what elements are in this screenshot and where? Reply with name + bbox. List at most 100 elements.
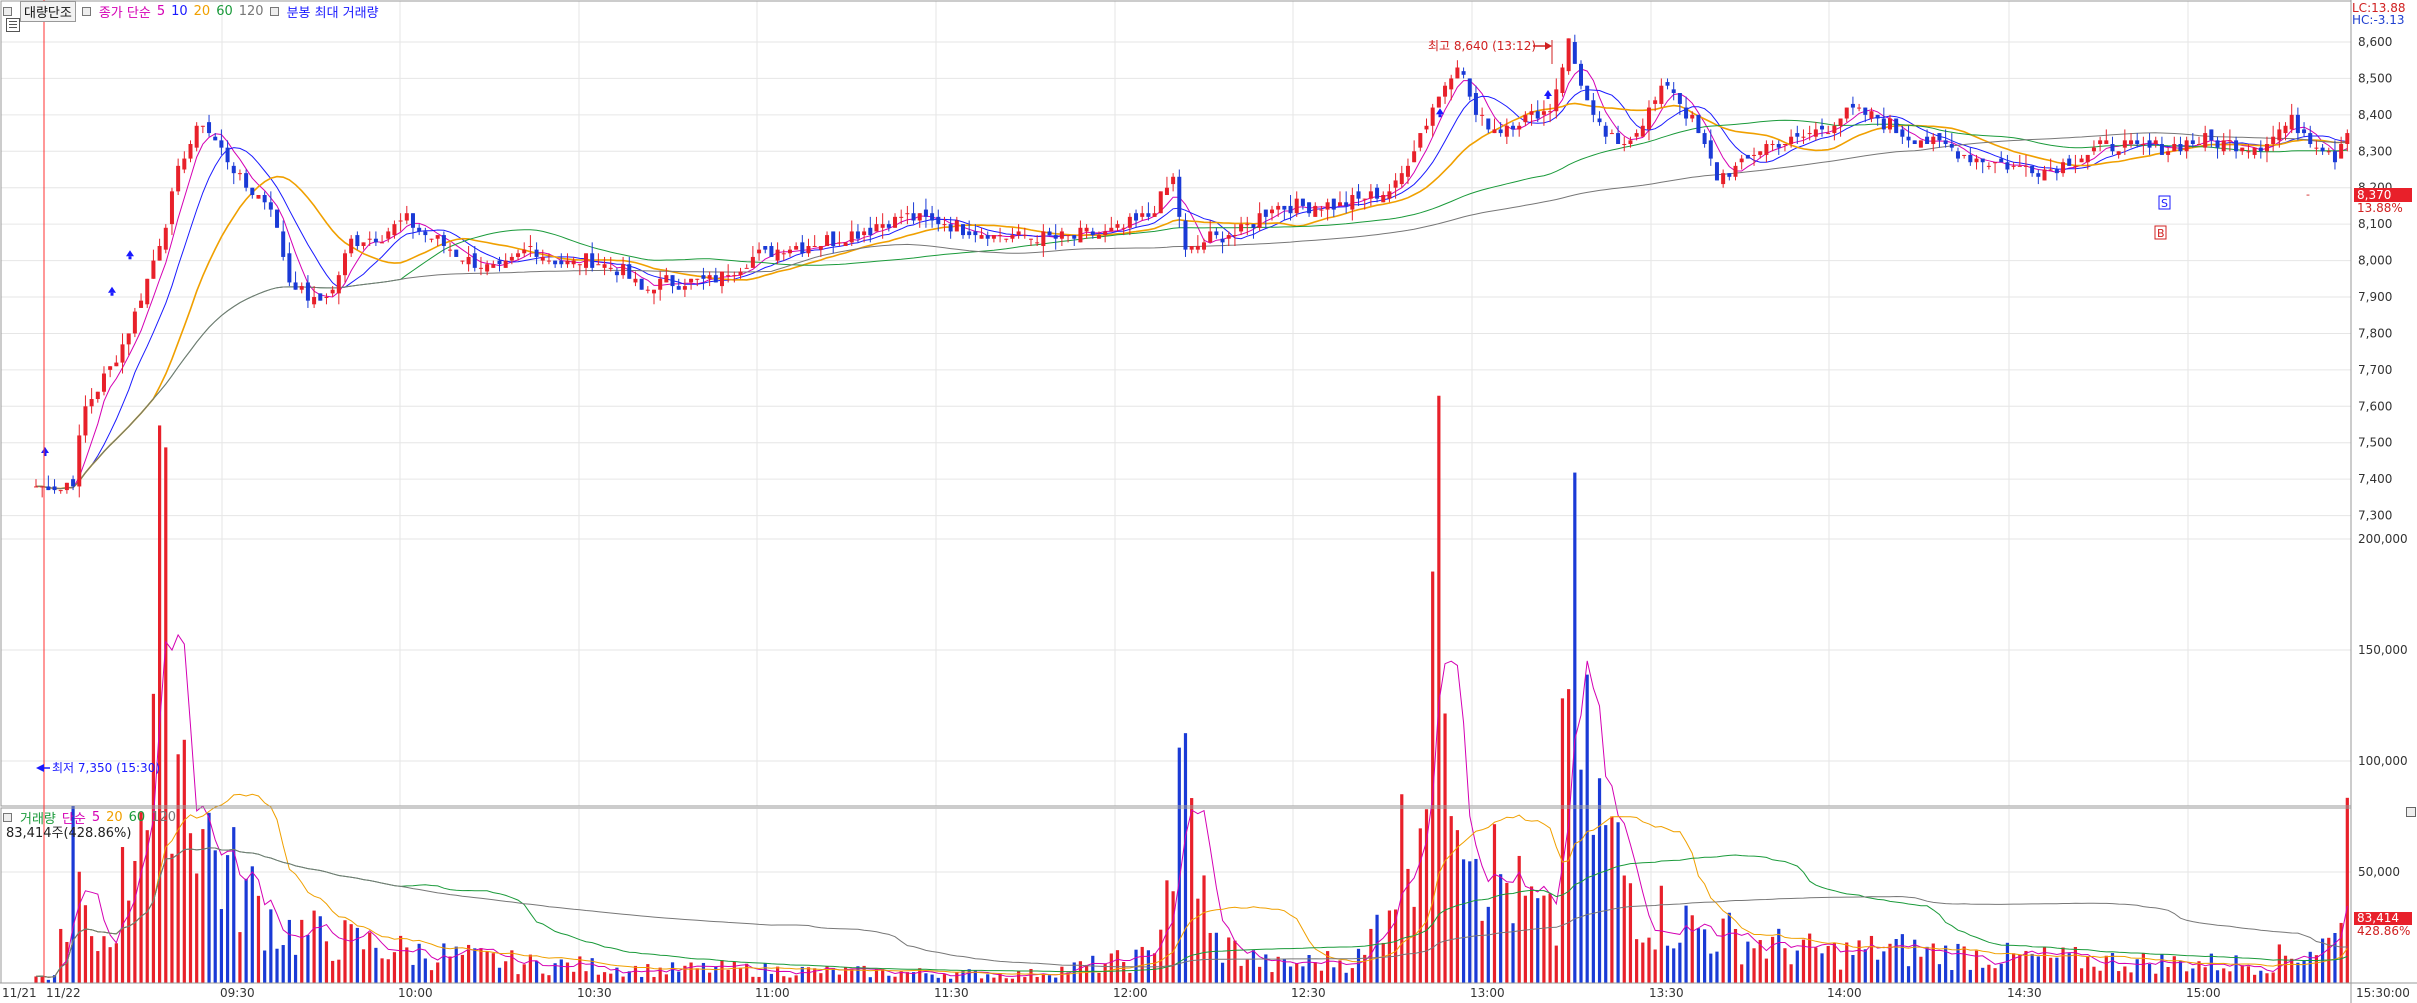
volume-bar — [281, 945, 285, 983]
volume-legend: 거래량 단순 5 20 60 120 — [3, 808, 176, 827]
candle-body — [83, 406, 88, 436]
candle-body — [732, 275, 737, 277]
candle-body — [818, 246, 823, 250]
candle-body — [194, 125, 199, 148]
volume-bar — [683, 965, 687, 983]
volume-bar — [1906, 966, 1911, 983]
candle-body — [1820, 125, 1825, 130]
volume-bar — [120, 847, 125, 983]
volume-bar — [1338, 960, 1342, 983]
candle-body — [2209, 129, 2214, 141]
chart-tool-icon[interactable] — [6, 18, 20, 32]
candle-body — [1727, 173, 1732, 177]
candle-body — [1183, 220, 1188, 250]
volume-bar — [34, 976, 38, 983]
candle-body — [448, 249, 453, 251]
candle-body — [942, 224, 947, 226]
candle-body — [923, 209, 928, 217]
candle-body — [2042, 169, 2047, 181]
volume-bar — [1220, 962, 1225, 983]
volume-bar — [1801, 939, 1806, 983]
current-price-value: 8,370 — [2357, 188, 2391, 202]
candle-body — [237, 173, 242, 175]
candle-body — [2264, 144, 2269, 152]
candle-body — [800, 242, 805, 254]
collapse-toggle-icon[interactable] — [3, 7, 12, 16]
volume-panel-toggle-icon[interactable] — [2406, 807, 2416, 817]
volume-bar — [565, 962, 570, 983]
candle-body — [652, 289, 656, 294]
candle-body — [1541, 111, 1546, 115]
volume-bar — [1375, 914, 1379, 983]
candle-body — [1325, 202, 1330, 210]
volume-bar — [776, 966, 780, 983]
candle-body — [2215, 140, 2220, 148]
candle-body — [58, 490, 63, 492]
volume-bar — [1394, 909, 1398, 983]
candle-body — [281, 231, 286, 257]
candle-body — [1931, 136, 1936, 145]
candle-body — [1566, 38, 1571, 72]
volume-bar — [374, 947, 378, 983]
candle-body — [1078, 227, 1083, 243]
candle-body — [509, 256, 514, 261]
price-tick-label: 7,300 — [2358, 509, 2392, 523]
volume-bar — [918, 968, 922, 983]
candle-body — [1251, 224, 1256, 228]
volume-bar — [794, 975, 798, 983]
candle-body — [343, 253, 347, 276]
stock-name[interactable]: 대량단조 — [20, 1, 76, 22]
volume-bar — [256, 895, 261, 983]
volume-bar — [2290, 958, 2294, 983]
candle-body — [2271, 136, 2276, 145]
price-tick-label: 7,500 — [2358, 436, 2392, 450]
candle-body — [1418, 133, 1423, 148]
candle-body — [1918, 140, 1923, 148]
candle-body — [719, 271, 724, 287]
candle-body — [868, 227, 873, 236]
candle-body — [423, 231, 428, 236]
max-volume-toggle-icon[interactable] — [269, 7, 279, 16]
volume-bar — [856, 966, 860, 983]
candle-body — [163, 227, 168, 250]
volume-bar — [1777, 928, 1781, 983]
candle-body — [1875, 114, 1880, 119]
volume-toggle-icon[interactable] — [3, 813, 12, 822]
volume-bar — [1579, 769, 1583, 983]
candle-body — [1572, 42, 1577, 64]
volume-bar — [609, 973, 613, 983]
max-volume-marker — [1436, 108, 1444, 115]
candle-body — [429, 238, 434, 240]
candle-body — [893, 216, 898, 228]
volume-bar — [337, 959, 341, 983]
candle-body — [1535, 111, 1540, 119]
svg-text:-: - — [2306, 188, 2310, 201]
candle-body — [2030, 165, 2035, 174]
candle-body — [2054, 169, 2059, 174]
candle-body — [608, 267, 613, 269]
volume-bar — [893, 976, 897, 983]
volume-bar — [386, 959, 390, 983]
volume-bar — [1190, 798, 1194, 983]
candle-body — [1288, 205, 1293, 214]
candle-body — [1072, 235, 1077, 239]
candle-body — [1263, 209, 1268, 217]
candle-body — [1028, 238, 1033, 240]
candle-body — [2091, 147, 2096, 152]
candle-body — [1714, 162, 1719, 181]
volume-bar — [306, 934, 310, 983]
candle-body — [1090, 231, 1095, 236]
candle-body — [2073, 165, 2078, 167]
candle-body — [1585, 85, 1590, 101]
candle-body — [1925, 136, 1930, 145]
candle-body — [318, 293, 323, 301]
volume-bar — [813, 968, 817, 983]
price-ma-line-5 — [36, 68, 2348, 490]
volume-bar — [2154, 973, 2158, 983]
volume-bar — [269, 909, 273, 983]
high-label: 최고 8,640 (13:12) — [1428, 39, 1536, 53]
candle-body — [713, 275, 718, 283]
volume-bar — [52, 975, 57, 983]
indicator-toggle-icon[interactable] — [81, 7, 91, 16]
